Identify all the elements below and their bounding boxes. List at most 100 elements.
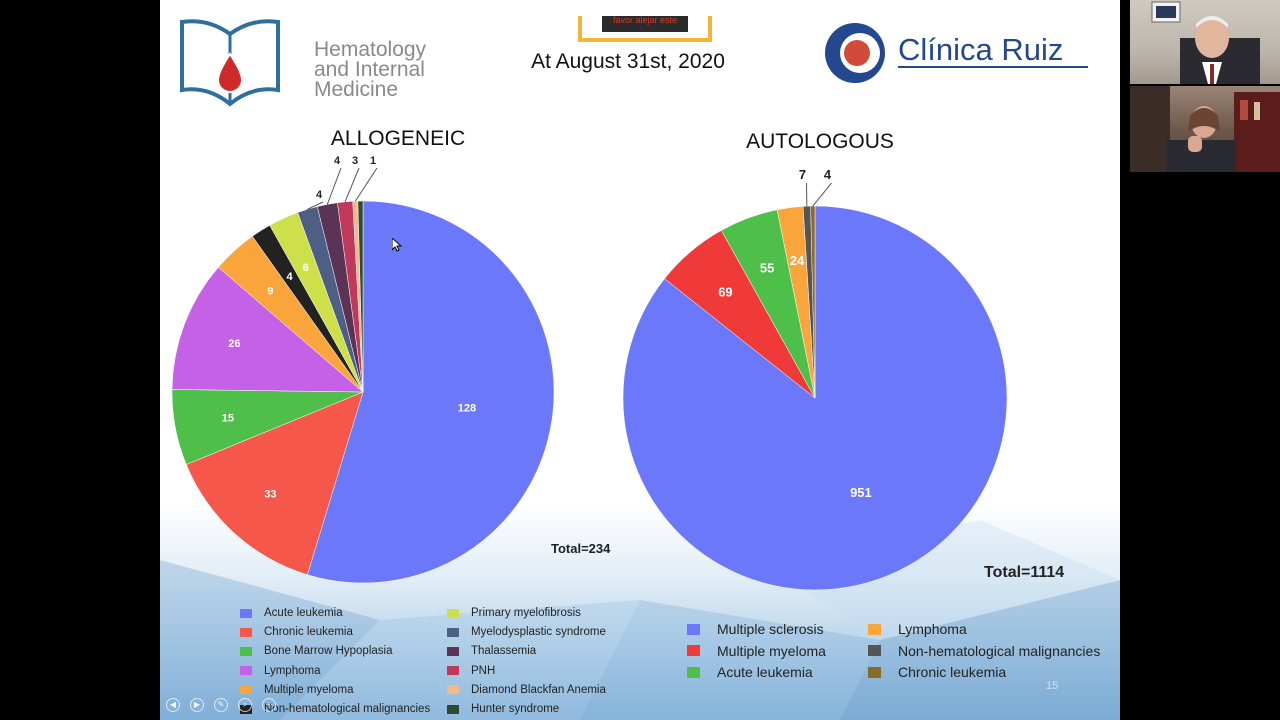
legend-swatch: [240, 627, 252, 637]
legend-label: Thalassemia: [471, 645, 537, 658]
legend-item-legend-auto-5: Chronic leukemia: [868, 664, 1006, 680]
legend-label: Primary myelofibrosis: [471, 607, 581, 619]
legend-label: Myelodysplastic syndrome: [471, 626, 606, 639]
data-label-0-4: 9: [267, 285, 273, 297]
legend-item-legend-allo-3: Lymphoma: [240, 665, 320, 677]
legend-swatch: [447, 627, 459, 637]
data-label-0-1: 33: [264, 489, 276, 501]
legend-item-legend-allo-10: Diamond Blackfan Anemia: [447, 684, 606, 696]
legend-item-legend-allo-1: Chronic leukemia: [240, 626, 353, 638]
pie-slice-0-11: [357, 200, 364, 393]
data-label-1-4: 7: [799, 167, 806, 182]
legend-swatch: [687, 645, 700, 656]
legend-label: Acute leukemia: [264, 607, 343, 619]
legend-label: Lymphoma: [898, 621, 967, 637]
pie-slice-1-0: [622, 205, 1008, 591]
pie-slice-0-3: [171, 266, 364, 393]
autologous-pie-chart: 951 69 55 24 7 4: [622, 167, 1008, 591]
autologous-title: AUTOLOGOUS: [746, 130, 894, 153]
legend-swatch: [447, 685, 459, 695]
leader-line-0-9: [344, 167, 360, 203]
legend-label: Non-hematological malignancies: [264, 703, 431, 715]
legend-item-legend-allo-6: Primary myelofibrosis: [447, 607, 581, 619]
mouse-cursor-icon: [392, 238, 402, 252]
data-label-1-2: 55: [760, 260, 774, 275]
legend-swatch: [240, 608, 252, 618]
legend-label: Chronic leukemia: [898, 664, 1007, 680]
legend-item-legend-allo-11: Hunter syndrome: [447, 703, 559, 715]
participant-2-silhouette: [1130, 86, 1280, 172]
slide-date: At August 31st, 2020: [531, 50, 725, 73]
data-label-0-2: 15: [222, 413, 234, 425]
legend-swatch: [687, 623, 700, 635]
pie-slice-0-1: [185, 391, 364, 576]
data-label-1-3: 24: [790, 253, 805, 268]
legend-swatch: [687, 666, 700, 678]
data-label-0-8: 4: [334, 155, 341, 167]
legend-label: Multiple sclerosis: [717, 621, 824, 637]
logo-line-3: Medicine: [314, 78, 399, 101]
hematology-logo: Hematology and Internal Medicine: [178, 16, 428, 111]
next-slide-icon[interactable]: ▶: [190, 698, 204, 712]
more-options-icon[interactable]: ⋯: [262, 698, 276, 712]
data-label-0-0: 128: [458, 402, 476, 414]
legend-label: Diamond Blackfan Anemia: [471, 683, 606, 696]
legend-swatch: [447, 704, 459, 714]
legend-swatch: [868, 645, 881, 656]
data-label-0-10: 1: [370, 155, 376, 167]
data-label-0-9: 3: [352, 155, 358, 167]
legend-label: Lymphoma: [264, 664, 321, 677]
data-label-0-6: 6: [303, 262, 309, 274]
legend-swatch: [447, 608, 459, 618]
allogeneic-title: ALLOGENEIC: [330, 127, 466, 150]
book-drop-icon: [180, 19, 280, 107]
data-label-1-5: 4: [824, 167, 832, 182]
legend-swatch: [240, 685, 252, 695]
logo-text: Hematology and Internal Medicine: [314, 38, 427, 101]
legend-swatch: [868, 623, 881, 635]
legend-label: Multiple myeloma: [264, 683, 354, 696]
logo-line-1: Hematology: [314, 38, 427, 61]
legend-label: Hunter syndrome: [471, 703, 560, 715]
participant-video-1[interactable]: [1130, 0, 1280, 84]
leader-line-0-8: [326, 167, 342, 205]
participant-video-2[interactable]: [1130, 86, 1280, 172]
clinic-underline: [898, 66, 1088, 68]
legend-swatch: [868, 666, 881, 678]
legend-item-legend-auto-2: Acute leukemia: [687, 664, 813, 680]
leader-line-0-10: [354, 167, 378, 202]
overlay-banner: favor alejar este: [578, 16, 712, 42]
legend-item-legend-allo-8: Thalassemia: [447, 645, 536, 657]
legend-item-legend-allo-7: Myelodysplastic syndrome: [447, 626, 606, 638]
legend-label: Chronic leukemia: [264, 626, 353, 639]
legend-item-legend-auto-4: Non-hematological malignancies: [868, 643, 1100, 659]
pen-tool-icon[interactable]: ✎: [214, 698, 228, 712]
data-label-1-0: 951: [850, 485, 872, 500]
legend-label: Non-hematological malignancies: [898, 642, 1101, 659]
data-label-1-1: 69: [718, 285, 732, 300]
legend-item-legend-allo-4: Multiple myeloma: [240, 684, 353, 696]
participant-1-silhouette: [1151, 1, 1260, 84]
legend-label: Multiple myeloma: [717, 642, 826, 659]
leader-line-1-5: [812, 182, 832, 207]
clinic-name: Clínica Ruiz: [898, 32, 1064, 67]
clinica-ruiz-logo: Clínica Ruiz: [824, 22, 1104, 86]
legend-item-legend-auto-0: Multiple sclerosis: [687, 621, 824, 637]
legend-swatch: [447, 646, 459, 656]
banner-text: favor alejar este: [602, 16, 688, 32]
allogeneic-total: Total=234: [551, 541, 611, 556]
slide-navigation: ◀ ▶ ✎ ⌕ ⋯: [166, 698, 276, 712]
legend-item-legend-auto-3: Lymphoma: [868, 621, 967, 637]
data-label-0-7: 4: [316, 189, 323, 201]
previous-slide-icon[interactable]: ◀: [166, 698, 180, 712]
presentation-slide: Hematology and Internal Medicine favor a…: [160, 0, 1120, 720]
legend-item-legend-allo-2: Bone Marrow Hypoplasia: [240, 645, 392, 657]
data-label-0-5: 4: [286, 271, 293, 283]
zoom-icon[interactable]: ⌕: [238, 698, 252, 712]
legend-swatch: [240, 646, 252, 656]
legend-item-legend-allo-0: Acute leukemia: [240, 607, 343, 619]
pie-slice-0-0: [307, 200, 555, 584]
autologous-total: Total=1114: [984, 564, 1065, 581]
logo-line-2: and Internal: [314, 58, 425, 81]
